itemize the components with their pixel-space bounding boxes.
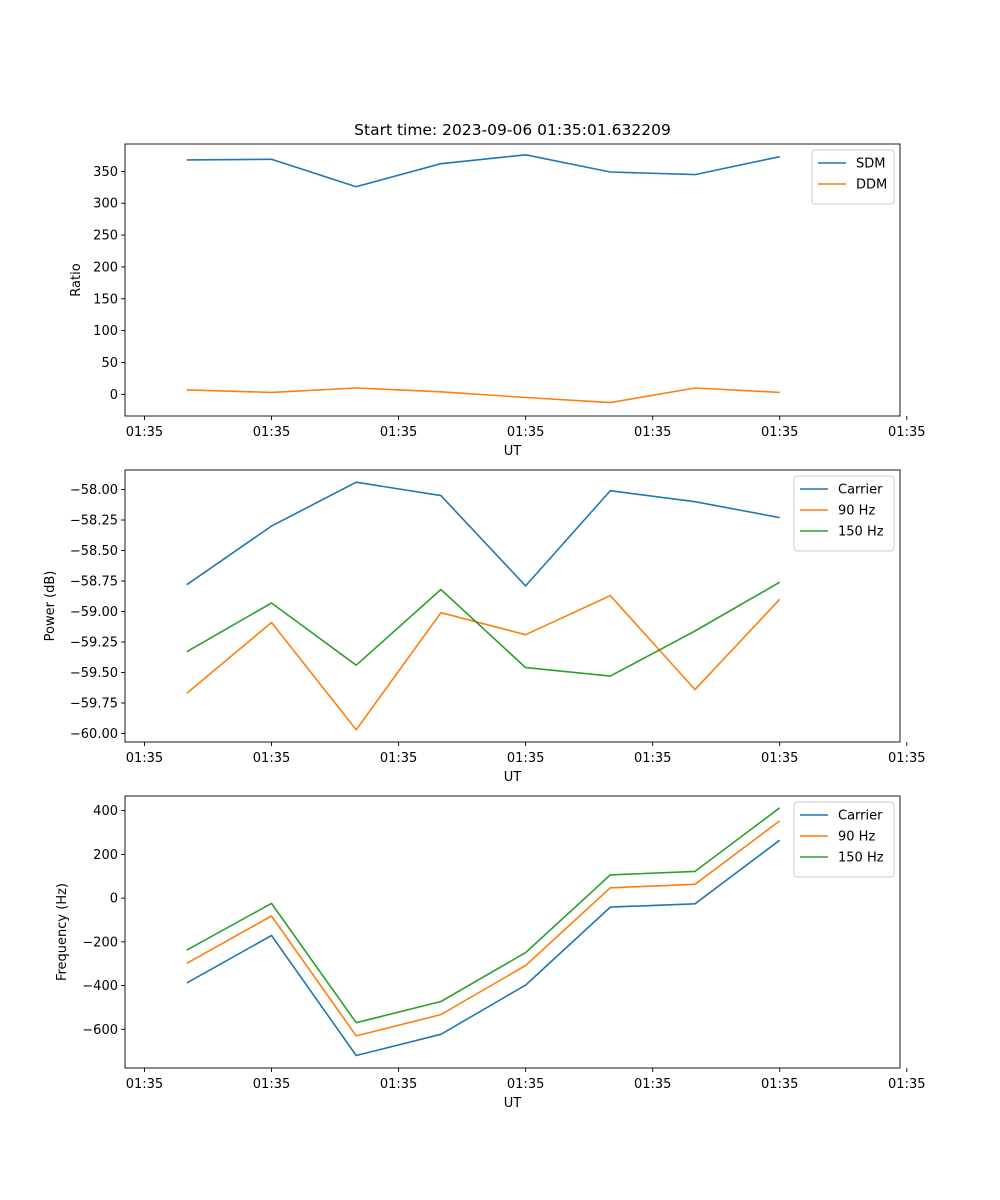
series-line-90-hz (186, 820, 781, 1037)
y-tick-label: −200 (82, 935, 118, 950)
y-tick-label: 200 (93, 260, 118, 275)
x-tick-label: 01:35 (126, 425, 163, 440)
legend: Carrier 90 Hz 150 Hz (793, 475, 895, 552)
x-tick-label: 01:35 (507, 751, 544, 766)
y-tick-label: −59.00 (70, 605, 118, 620)
y-tick-label: −58.25 (70, 514, 118, 529)
x-tick-label: 01:35 (253, 1077, 290, 1092)
legend-label: 90 Hz (838, 504, 875, 519)
y-tick-label: −58.75 (70, 574, 118, 589)
series-line-150-hz (186, 807, 781, 1024)
x-tick-label: 01:35 (507, 1077, 544, 1092)
subplot-2: 01:3501:3501:3501:3501:3501:3501:3501:36… (43, 469, 926, 785)
x-tick-label: 01:35 (380, 425, 417, 440)
axes-frame (124, 143, 901, 417)
axes-frame (124, 469, 901, 743)
x-tick-label: 01:35 (507, 425, 544, 440)
x-axis-label: UT (504, 1096, 522, 1111)
y-tick-label: 250 (93, 229, 118, 244)
legend-label: DDM (856, 178, 887, 193)
y-tick-label: 0 (110, 388, 118, 403)
legend-label: Carrier (838, 809, 883, 824)
x-tick-label: 01:35 (634, 751, 671, 766)
x-axis-label: UT (504, 444, 522, 459)
x-tick-label: 01:35 (888, 751, 925, 766)
legend: SDM DDM (811, 149, 895, 205)
subplot-1: Start time: 2023-09-06 01:35:01.63220901… (69, 121, 926, 459)
series-line-sdm (186, 154, 780, 188)
y-tick-label: −60.00 (70, 727, 118, 742)
x-tick-label: 01:35 (126, 751, 163, 766)
x-tick-label: 01:35 (761, 1077, 798, 1092)
y-tick-label: 300 (93, 197, 118, 212)
legend-label: 150 Hz (838, 525, 884, 540)
series-line-carrier (186, 839, 781, 1057)
y-tick-label: 0 (110, 892, 118, 907)
chart-title: Start time: 2023-09-06 01:35:01.632209 (354, 121, 671, 139)
legend-box (793, 801, 895, 878)
y-tick-label: 350 (93, 165, 118, 180)
x-tick-label: 01:35 (380, 751, 417, 766)
y-axis-label: Power (dB) (43, 571, 58, 642)
axes-frame (124, 795, 901, 1069)
legend: Carrier 90 Hz 150 Hz (793, 801, 895, 878)
x-tick-label: 01:35 (253, 751, 290, 766)
legend-label: 90 Hz (838, 830, 875, 845)
y-tick-label: 400 (93, 804, 118, 819)
legend-label: SDM (856, 157, 885, 172)
y-tick-label: 200 (93, 848, 118, 863)
x-tick-label: 01:35 (888, 425, 925, 440)
x-tick-label: 01:35 (888, 1077, 925, 1092)
y-tick-label: −59.75 (70, 696, 118, 711)
y-tick-label: 100 (93, 324, 118, 339)
x-tick-label: 01:35 (761, 425, 798, 440)
legend-box (793, 475, 895, 552)
x-tick-label: 01:35 (634, 1077, 671, 1092)
y-tick-label: −400 (82, 979, 118, 994)
subplot-3: 01:3501:3501:3501:3501:3501:3501:3501:36… (55, 795, 926, 1111)
y-axis-label: Ratio (69, 263, 84, 296)
y-tick-label: −59.50 (70, 666, 118, 681)
x-tick-label: 01:35 (253, 425, 290, 440)
y-tick-label: 50 (101, 356, 118, 371)
legend-label: Carrier (838, 483, 883, 498)
y-tick-label: −58.00 (70, 483, 118, 498)
series-line-90-hz (186, 594, 781, 731)
series-line-ddm (186, 387, 780, 404)
x-tick-label: 01:35 (126, 1077, 163, 1092)
y-axis-label: Frequency (Hz) (55, 883, 70, 981)
x-tick-label: 01:35 (380, 1077, 417, 1092)
y-tick-label: −59.25 (70, 635, 118, 650)
legend-label: 150 Hz (838, 851, 884, 866)
y-tick-label: −58.50 (70, 544, 118, 559)
series-line-150-hz (186, 581, 781, 677)
y-tick-label: −600 (82, 1023, 118, 1038)
x-tick-label: 01:35 (634, 425, 671, 440)
x-tick-label: 01:35 (761, 751, 798, 766)
x-axis-label: UT (504, 770, 522, 785)
series-line-carrier (186, 481, 780, 587)
y-tick-label: 150 (93, 292, 118, 307)
